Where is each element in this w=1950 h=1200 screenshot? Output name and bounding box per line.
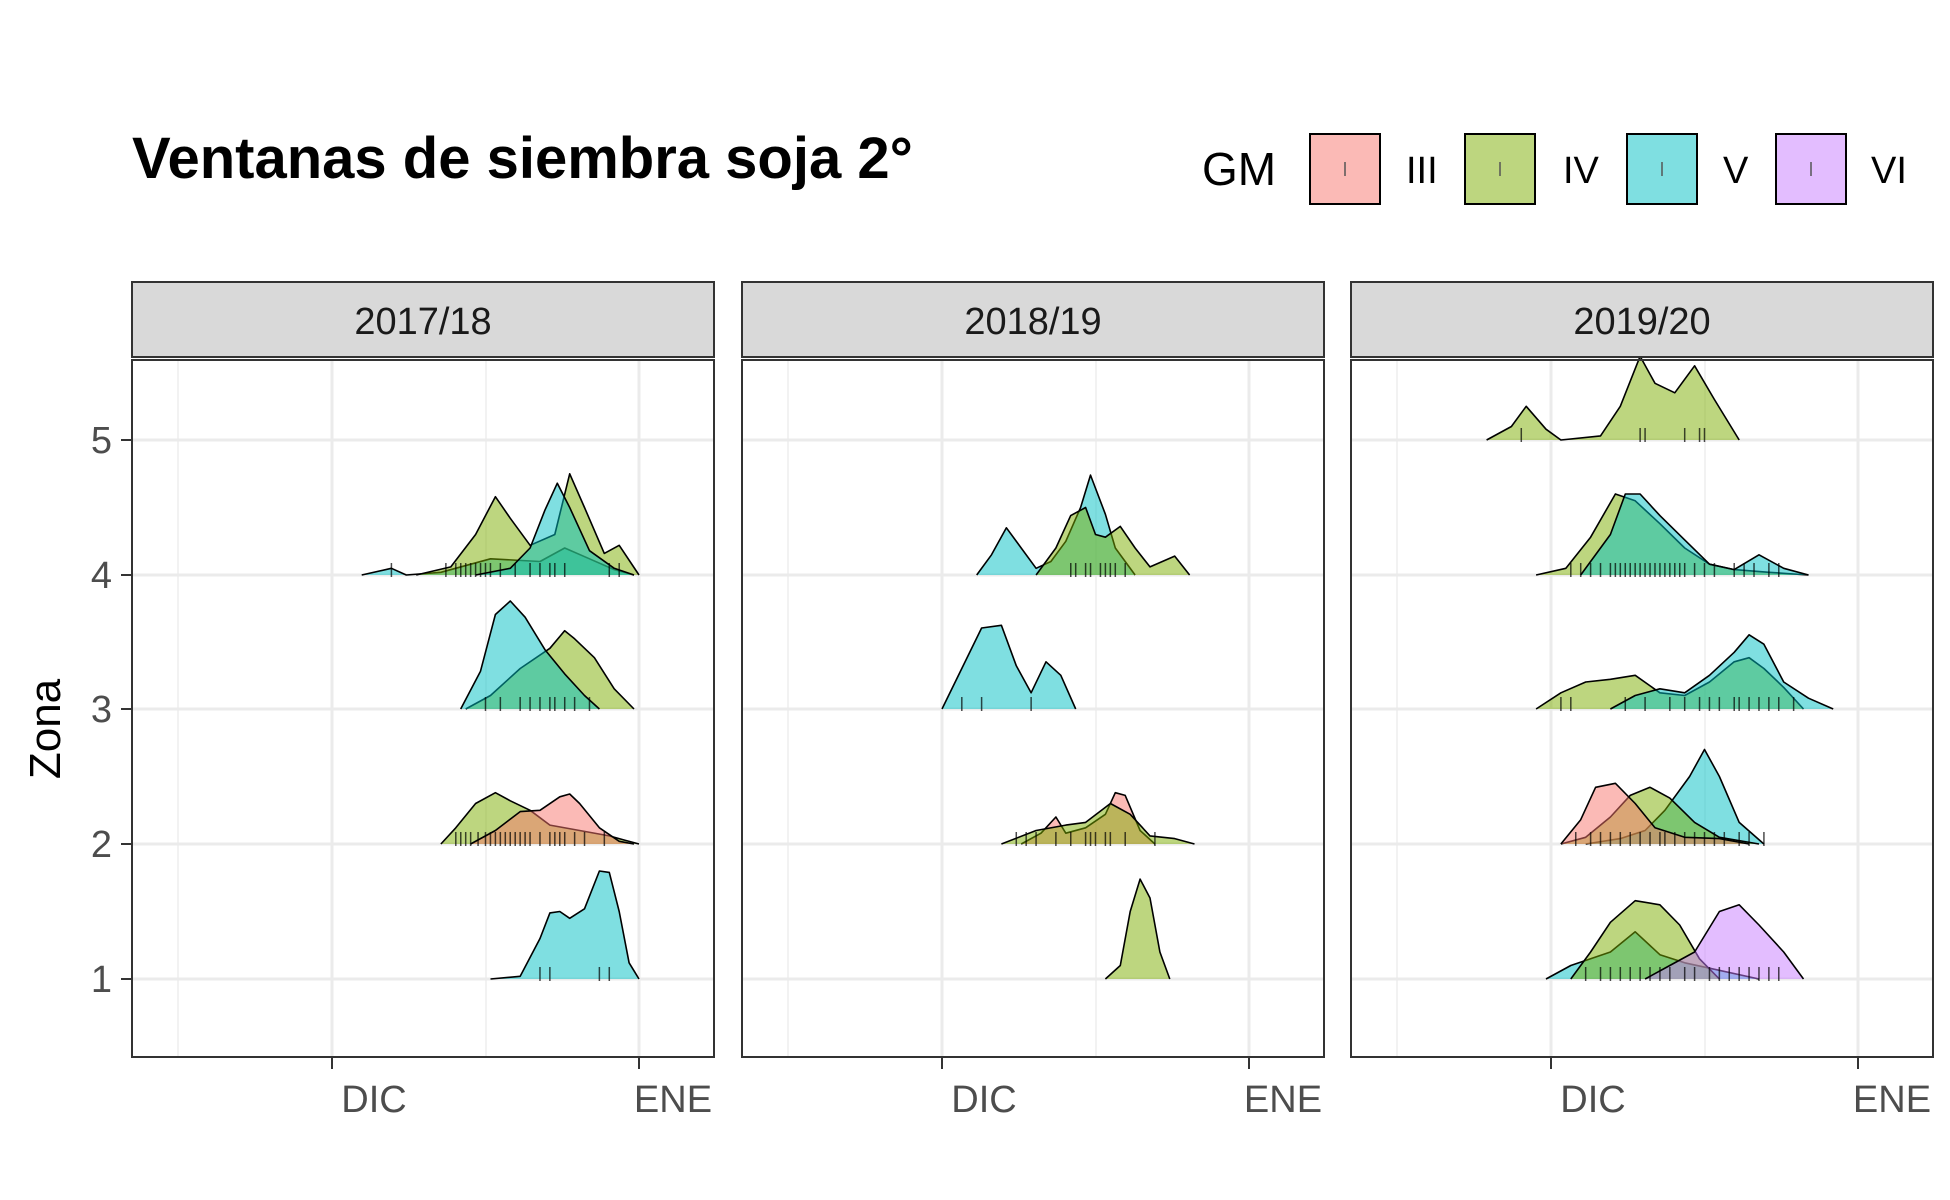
density-line-zona2-IV — [1001, 802, 1195, 845]
density-fill-zona5-IV — [1486, 356, 1740, 440]
density-line-zona3-V — [459, 600, 600, 710]
legend-label-III: III — [1406, 150, 1438, 192]
facet-panels: 2017/18 DIC ENE 2018/19 DIC ENE 2019/20 DIC ENE — [131, 281, 1934, 1121]
x-tick-label-ENE: ENE — [1244, 1079, 1322, 1121]
density-fill-zona3-V — [460, 601, 600, 709]
panel-border — [1350, 359, 1934, 1058]
y-tick-label-4: 4 — [91, 555, 112, 597]
legend-item-III: III — [1309, 133, 1438, 205]
facet-panel-2017-18: 2017/18 DIC ENE — [131, 281, 715, 1121]
legend-key-III — [1309, 133, 1381, 205]
density-fill-zona3-V — [942, 625, 1076, 709]
legend-item-VI: VI — [1775, 133, 1907, 205]
density-fill-zona2-III — [470, 794, 634, 844]
y-tick-label-1: 1 — [91, 959, 112, 1001]
panel-border — [741, 359, 1325, 1058]
density-line-zona3-V — [941, 624, 1077, 710]
density-fill-zona1-IV — [1105, 879, 1170, 979]
x-tick-label-ENE: ENE — [634, 1079, 712, 1121]
x-tick-label-DIC: DIC — [951, 1079, 1016, 1121]
density-line-zona3-V — [1610, 634, 1834, 710]
facet-panel-2019-20: 2019/20 DIC ENE — [1350, 281, 1934, 1121]
facet-strip-label: 2018/19 — [964, 301, 1101, 343]
facet-strip — [1350, 281, 1934, 358]
density-line-zona4-IV — [1035, 506, 1191, 576]
legend-label-V: V — [1723, 150, 1749, 192]
panel-border — [131, 359, 715, 1058]
density-fill-zona4-IV — [1036, 507, 1190, 575]
y-tick-label-2: 2 — [91, 824, 112, 866]
x-tick-label-DIC: DIC — [341, 1079, 406, 1121]
density-fill-zona4-V — [1580, 494, 1809, 575]
legend-label-IV: IV — [1563, 150, 1600, 192]
density-fill-zona2-IV — [1001, 803, 1195, 844]
facet-panel-2018-19: 2018/19 DIC ENE — [741, 281, 1325, 1121]
density-fill-zona2-V — [1585, 749, 1764, 844]
facet-strip — [741, 281, 1325, 358]
facet-strip — [131, 281, 715, 358]
x-tick-label-ENE: ENE — [1853, 1079, 1931, 1121]
density-line-zona5-IV — [1486, 355, 1740, 441]
legend-label-VI: VI — [1871, 150, 1907, 192]
density-line-zona4-V — [1580, 493, 1809, 576]
facet-strip-label: 2017/18 — [354, 301, 491, 343]
density-fill-zona2-III — [1560, 783, 1750, 844]
legend: GM III IV V VI — [1202, 133, 1907, 205]
density-line-zona1-V — [490, 870, 640, 980]
density-line-zona2-III — [470, 793, 635, 845]
y-tick-label-5: 5 — [91, 420, 112, 462]
density-fill-zona1-V — [490, 871, 639, 979]
chart-title: Ventanas de siembra soja 2° — [132, 126, 913, 191]
density-line-zona1-VI — [1644, 904, 1805, 980]
density-line-zona2-III — [1560, 782, 1750, 845]
y-axis-title: Zona — [21, 678, 70, 779]
x-tick-label-DIC: DIC — [1560, 1079, 1625, 1121]
legend-item-IV: IV — [1464, 133, 1600, 205]
density-fill-zona4-V — [475, 483, 634, 575]
y-tick-label-3: 3 — [91, 689, 112, 731]
facet-strip-label: 2019/20 — [1573, 301, 1710, 343]
density-line-zona4-V — [475, 482, 635, 576]
density-line-zona1-IV — [1104, 878, 1171, 980]
legend-title: GM — [1202, 143, 1276, 195]
density-fill-zona1-VI — [1645, 904, 1804, 979]
y-axis: 1 2 3 4 5 — [91, 420, 132, 1001]
legend-item-V: V — [1626, 133, 1749, 205]
